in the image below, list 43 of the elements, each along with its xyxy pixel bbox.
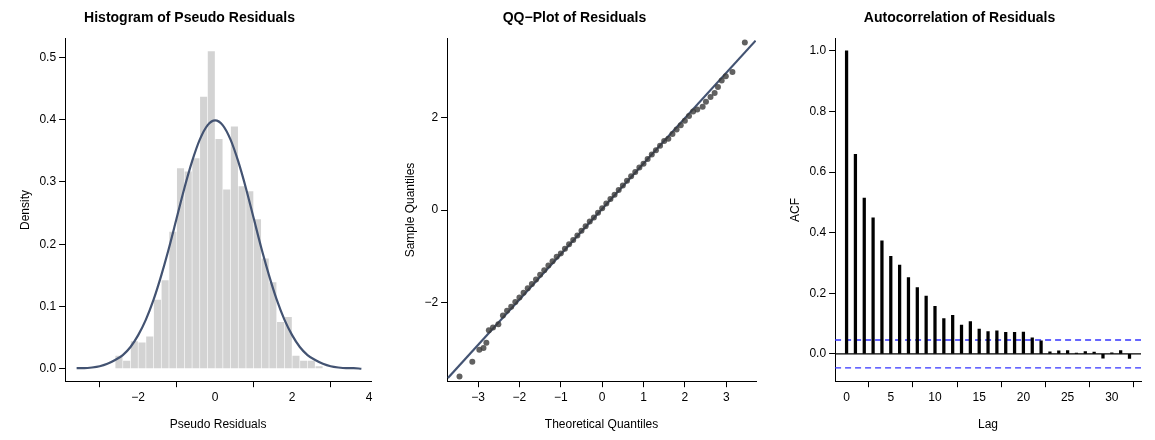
x-tick-label: 10 [928, 389, 942, 404]
x-tick-label: 0 [211, 389, 219, 404]
x-tick-label: −3 [471, 389, 486, 404]
x-tick-label: 20 [1016, 389, 1031, 404]
x-tick-label: 4 [365, 389, 373, 404]
x-tick-label: −2 [512, 389, 527, 404]
x-axis-title: Theoretical Quantiles [544, 417, 659, 432]
x-tick-label: 0 [843, 389, 851, 404]
x-axis-title: Lag [978, 417, 999, 432]
y-axis-title: Sample Quantiles [402, 162, 417, 258]
y-tick-label: −2 [424, 294, 439, 309]
y-tick-label: 0.2 [809, 285, 827, 300]
y-tick-label: 0.1 [39, 298, 57, 313]
x-tick-label: −1 [553, 389, 568, 404]
x-tick-label: 5 [887, 389, 895, 404]
y-tick-label: 1.0 [809, 43, 827, 58]
y-tick-label: 2 [431, 109, 439, 124]
y-tick-label: 0.5 [39, 49, 57, 64]
x-tick-label: 1 [640, 389, 648, 404]
y-tick-label: 0.8 [809, 103, 827, 118]
y-tick-label: 0.4 [809, 225, 827, 240]
chart-title: Histogram of Pseudo Residuals [84, 9, 296, 26]
line-series [75, 119, 363, 370]
x-tick-label: 2 [681, 389, 689, 404]
x-tick-label: 2 [288, 389, 296, 404]
x-tick-label: −2 [131, 389, 146, 404]
y-tick-label: 0.3 [39, 174, 57, 189]
chart-title: Autocorrelation of Residuals [863, 9, 1056, 26]
x-tick-label: 15 [972, 389, 987, 404]
y-tick-label: 0.4 [39, 112, 57, 127]
x-tick-label: 3 [722, 389, 730, 404]
chart-title: QQ−Plot of Residuals [502, 9, 647, 26]
y-tick-label: 0.6 [809, 164, 827, 179]
y-axis-title: ACF [787, 198, 802, 222]
y-axis-title: Density [17, 189, 32, 231]
y-tick-label: 0.0 [39, 361, 57, 376]
x-tick-label: 25 [1060, 389, 1075, 404]
x-tick-label: 0 [598, 389, 606, 404]
y-tick-label: 0 [431, 202, 439, 217]
x-tick-label: 30 [1105, 389, 1119, 404]
y-tick-label: 0.0 [809, 346, 827, 361]
y-tick-label: 0.2 [39, 236, 57, 251]
x-axis-title: Pseudo Residuals [169, 417, 267, 432]
